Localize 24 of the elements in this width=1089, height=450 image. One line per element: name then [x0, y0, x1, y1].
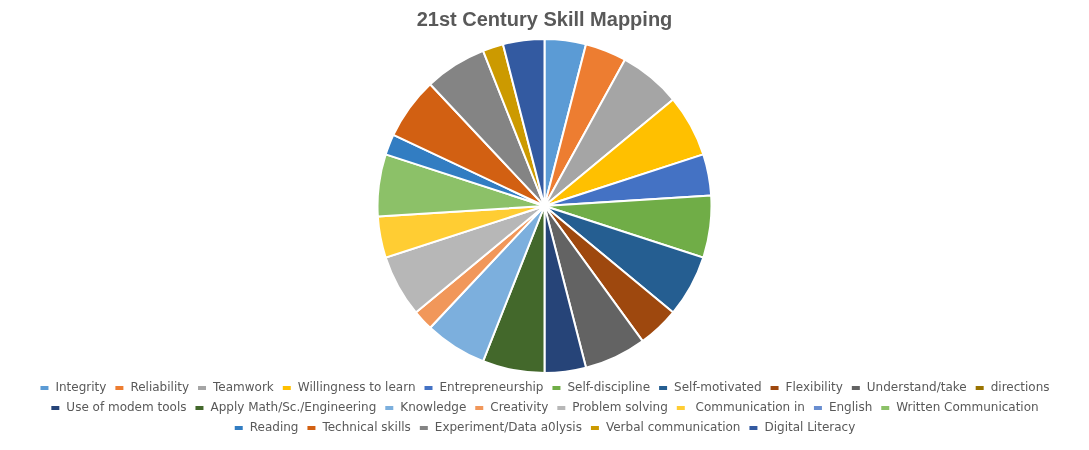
legend-label: Teamwork [212, 380, 274, 395]
legend-label: Apply Math/Sc./Engineering [210, 400, 377, 415]
legend-label: Verbal communication [605, 420, 741, 435]
legend-label: Reliability [130, 380, 190, 395]
legend-label: Flexibility [785, 380, 843, 395]
legend-label: Use of modem tools [66, 400, 187, 415]
chart-title: 21st Century Skill Mapping [416, 7, 673, 30]
legend-label: Communication in [691, 400, 805, 415]
legend-label: Self-discipline [567, 380, 651, 395]
legend-label: Knowledge [400, 400, 467, 415]
legend-label: Understand/take [866, 380, 967, 395]
legend-label: Written Communication [896, 400, 1039, 415]
legend-label: directions [990, 380, 1050, 395]
legend-label: Entrepreneurship [439, 380, 544, 395]
legend-label: Willingness to learn [297, 380, 416, 395]
legend-label: Self-motivated [674, 380, 762, 395]
legend-label: Experiment/Data a0lysis [434, 420, 582, 435]
legend-label: Integrity [55, 380, 107, 395]
legend-label: Technical skills [321, 420, 411, 435]
legend-label: Reading [249, 420, 299, 435]
legend-label: Creativity [490, 400, 549, 415]
legend-label: Problem solving [572, 400, 668, 415]
legend-label: English [828, 400, 873, 415]
legend-label: Digital Literacy [764, 420, 856, 435]
